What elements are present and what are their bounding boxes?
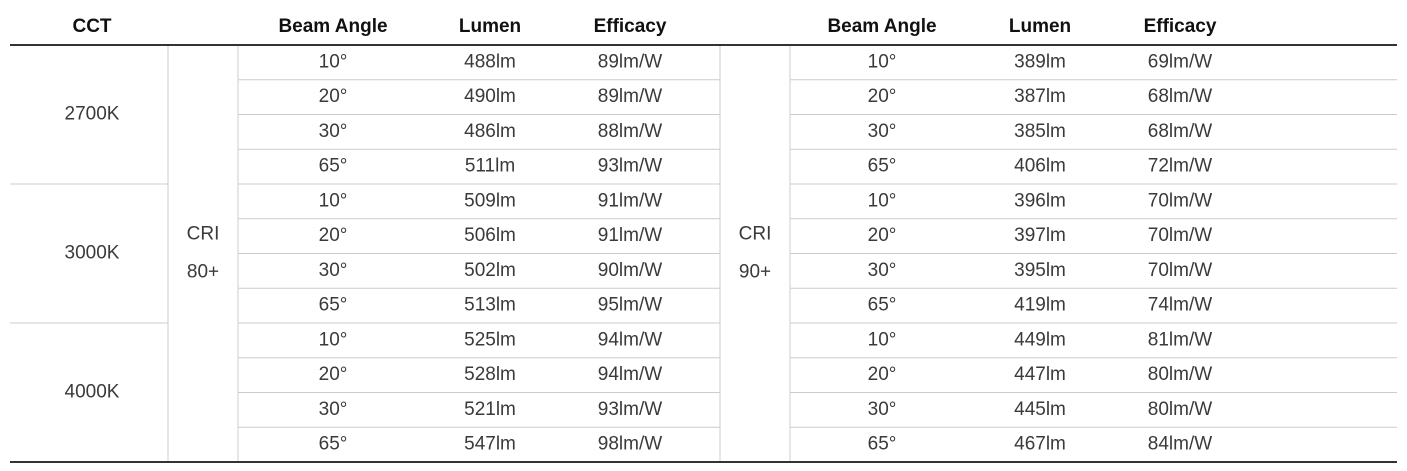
cri-label: 90+ <box>739 262 771 283</box>
cell: 30° <box>868 260 897 281</box>
cell: 65° <box>319 434 348 455</box>
cell: 70lm/W <box>1148 190 1212 211</box>
cell: 521lm <box>464 399 516 420</box>
cell: 65° <box>868 434 897 455</box>
cell: 20° <box>868 86 897 107</box>
cell: 94lm/W <box>598 329 662 350</box>
header-cell: Lumen <box>459 16 521 37</box>
cell: 385lm <box>1014 121 1066 142</box>
cell: 419lm <box>1014 295 1066 316</box>
cri-label: CRI <box>187 224 220 245</box>
cell: 69lm/W <box>1148 51 1212 72</box>
cell: 30° <box>319 121 348 142</box>
cell: 488lm <box>464 51 516 72</box>
cell: 10° <box>319 51 348 72</box>
cct-label: 2700K <box>65 104 120 125</box>
cell: 65° <box>319 295 348 316</box>
cell: 30° <box>868 121 897 142</box>
cell: 88lm/W <box>598 121 662 142</box>
cell: 406lm <box>1014 156 1066 177</box>
cell: 20° <box>868 364 897 385</box>
cell: 93lm/W <box>598 156 662 177</box>
cell: 70lm/W <box>1148 225 1212 246</box>
cri-label: 80+ <box>187 262 219 283</box>
cell: 10° <box>319 190 348 211</box>
cell: 80lm/W <box>1148 399 1212 420</box>
cct-label: 3000K <box>65 243 120 264</box>
header-cell: Efficacy <box>1144 16 1217 37</box>
cell: 68lm/W <box>1148 86 1212 107</box>
cct-label: 4000K <box>65 382 120 403</box>
header-cell: Efficacy <box>594 16 667 37</box>
cell: 513lm <box>464 295 516 316</box>
cell: 486lm <box>464 121 516 142</box>
cell: 98lm/W <box>598 434 662 455</box>
cell: 30° <box>868 399 897 420</box>
cell: 395lm <box>1014 260 1066 281</box>
cell: 490lm <box>464 86 516 107</box>
cell: 65° <box>868 156 897 177</box>
cell: 10° <box>319 329 348 350</box>
cell: 30° <box>319 260 348 281</box>
cri-label: CRI <box>739 224 772 245</box>
cell: 10° <box>868 190 897 211</box>
header-cell: Lumen <box>1009 16 1071 37</box>
cell: 20° <box>319 364 348 385</box>
cell: 20° <box>868 225 897 246</box>
cell: 511lm <box>465 156 515 177</box>
cell: 81lm/W <box>1148 329 1212 350</box>
header-cell: CCT <box>72 16 111 37</box>
cell: 65° <box>868 295 897 316</box>
cell: 467lm <box>1014 434 1066 455</box>
cell: 525lm <box>464 329 516 350</box>
cell: 509lm <box>464 190 516 211</box>
cell: 502lm <box>464 260 516 281</box>
cell: 397lm <box>1014 225 1066 246</box>
cell: 70lm/W <box>1148 260 1212 281</box>
cell: 447lm <box>1014 364 1066 385</box>
cell: 72lm/W <box>1148 156 1212 177</box>
cell: 95lm/W <box>598 295 662 316</box>
cell: 90lm/W <box>598 260 662 281</box>
cell: 80lm/W <box>1148 364 1212 385</box>
cell: 387lm <box>1014 86 1066 107</box>
cell: 10° <box>868 329 897 350</box>
cell: 91lm/W <box>598 190 662 211</box>
cell: 506lm <box>464 225 516 246</box>
cell: 20° <box>319 86 348 107</box>
cell: 74lm/W <box>1148 295 1212 316</box>
cell: 84lm/W <box>1148 434 1212 455</box>
cell: 89lm/W <box>598 51 662 72</box>
cell: 445lm <box>1014 399 1066 420</box>
cell: 547lm <box>464 434 516 455</box>
cell: 68lm/W <box>1148 121 1212 142</box>
header-cell: Beam Angle <box>278 16 387 37</box>
header-cell: Beam Angle <box>827 16 936 37</box>
cell: 93lm/W <box>598 399 662 420</box>
cell: 65° <box>319 156 348 177</box>
cell: 396lm <box>1014 190 1066 211</box>
cell: 20° <box>319 225 348 246</box>
cell: 389lm <box>1014 51 1066 72</box>
cell: 94lm/W <box>598 364 662 385</box>
cell: 528lm <box>464 364 516 385</box>
cell: 30° <box>319 399 348 420</box>
cell: 10° <box>868 51 897 72</box>
cell: 91lm/W <box>598 225 662 246</box>
cell: 89lm/W <box>598 86 662 107</box>
cell: 449lm <box>1014 329 1066 350</box>
